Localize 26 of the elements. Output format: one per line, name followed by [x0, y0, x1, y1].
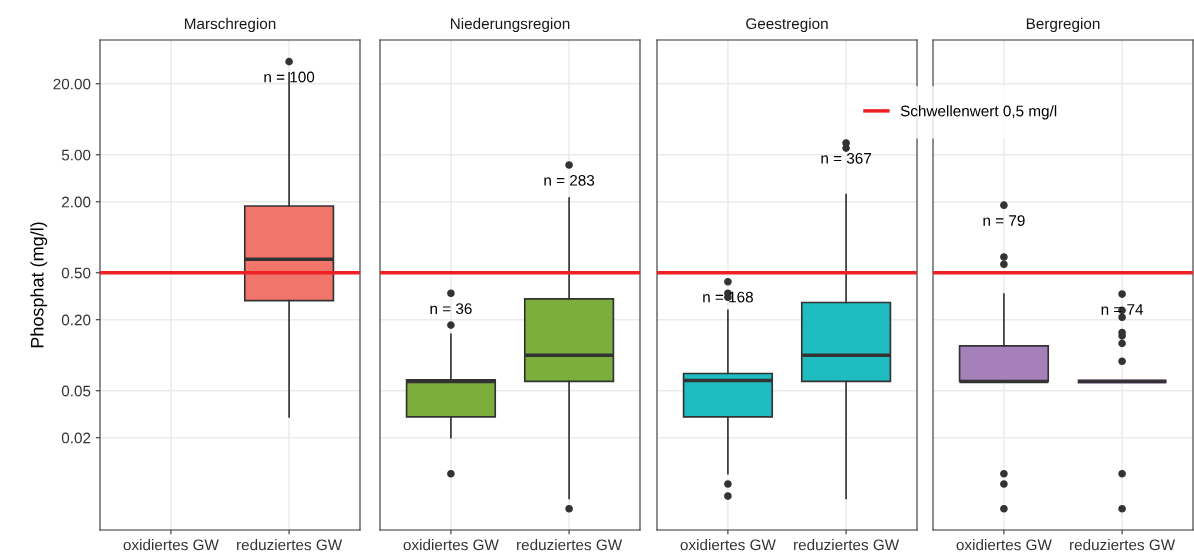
y-axis-title: Phosphat (mg/l): [30, 222, 48, 348]
x-tick-label: oxidiertes GW: [680, 539, 776, 551]
x-tick-label: reduziertes GW: [517, 539, 623, 551]
chart-title: Geestregion: [746, 17, 828, 33]
x-tick-label: reduziertes GW: [237, 539, 343, 551]
chart-title: Bergregion: [1026, 17, 1100, 33]
annotation: n = 36: [430, 303, 472, 315]
annotation: n = 283: [544, 174, 595, 186]
y-tick-label: 0.02: [61, 432, 91, 444]
chart-title: Niederungsregion: [450, 17, 570, 33]
annotation: n = 79: [983, 215, 1025, 226]
y-tick-label: 0.05: [61, 385, 91, 397]
x-tick-label: oxidiertes GW: [956, 539, 1052, 551]
y-tick-label: 0.50: [61, 267, 91, 279]
y-tick-label: 5.00: [61, 149, 91, 161]
x-tick-label: oxidiertes GW: [403, 539, 499, 551]
x-tick-label: reduziertes GW: [1070, 539, 1176, 551]
annotation: n = 367: [821, 152, 872, 164]
annotation: n = 100: [264, 71, 315, 83]
legend-label: Schwellenwert 0,5 mg/l: [900, 105, 1057, 120]
y-tick-label: 2.00: [62, 196, 91, 208]
y-tick-label: 0.20: [61, 314, 91, 326]
x-tick-label: reduziertes GW: [794, 539, 900, 551]
chart-title: Marschregion: [184, 17, 276, 33]
x-tick-label: oxidiertes GW: [123, 539, 219, 551]
y-tick-label: 20.00: [53, 78, 91, 90]
